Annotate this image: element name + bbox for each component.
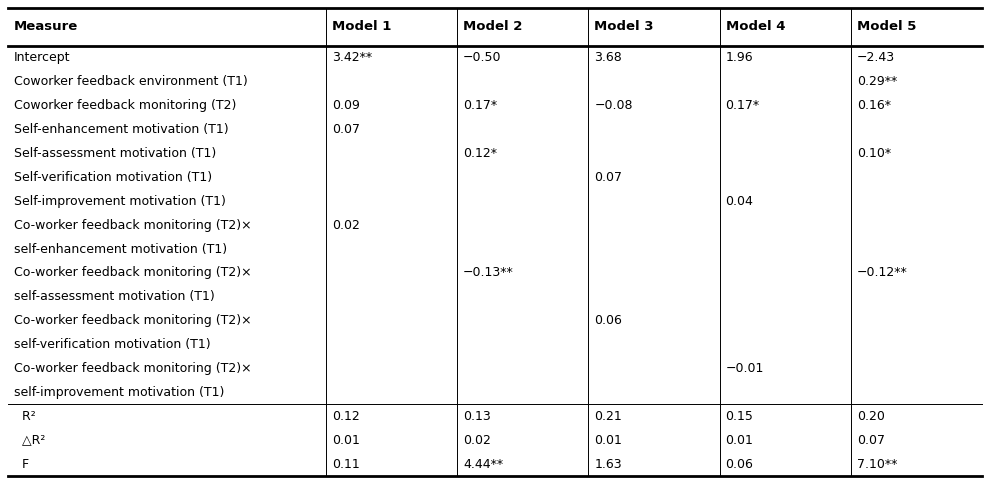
Text: Self-enhancement motivation (T1): Self-enhancement motivation (T1)	[14, 123, 229, 136]
Text: 0.10*: 0.10*	[856, 147, 891, 160]
Text: 0.16*: 0.16*	[856, 99, 891, 112]
Text: Co-worker feedback monitoring (T2)×: Co-worker feedback monitoring (T2)×	[14, 314, 251, 327]
Text: Model 3: Model 3	[594, 20, 653, 33]
Text: −0.50: −0.50	[463, 51, 502, 64]
Text: 0.29**: 0.29**	[856, 76, 897, 89]
Text: 0.21: 0.21	[594, 410, 622, 423]
Text: 1.96: 1.96	[726, 51, 753, 64]
Text: Model 4: Model 4	[726, 20, 785, 33]
Text: Self-improvement motivation (T1): Self-improvement motivation (T1)	[14, 195, 226, 208]
Text: 0.06: 0.06	[594, 314, 623, 327]
Text: Co-worker feedback monitoring (T2)×: Co-worker feedback monitoring (T2)×	[14, 267, 251, 279]
Text: 4.44**: 4.44**	[463, 457, 503, 470]
Text: 0.04: 0.04	[726, 195, 753, 208]
Text: R²: R²	[14, 410, 36, 423]
Text: Self-verification motivation (T1): Self-verification motivation (T1)	[14, 171, 212, 184]
Text: 0.11: 0.11	[332, 457, 359, 470]
Text: −2.43: −2.43	[856, 51, 895, 64]
Text: Intercept: Intercept	[14, 51, 70, 64]
Text: Model 2: Model 2	[463, 20, 523, 33]
Text: 0.17*: 0.17*	[463, 99, 497, 112]
Text: Model 1: Model 1	[332, 20, 391, 33]
Text: −0.08: −0.08	[594, 99, 633, 112]
Text: 7.10**: 7.10**	[856, 457, 897, 470]
Text: 0.01: 0.01	[332, 434, 359, 447]
Text: 0.02: 0.02	[463, 434, 491, 447]
Text: 0.17*: 0.17*	[726, 99, 759, 112]
Text: 0.06: 0.06	[726, 457, 753, 470]
Text: 1.63: 1.63	[594, 457, 622, 470]
Text: 0.20: 0.20	[856, 410, 885, 423]
Text: 0.13: 0.13	[463, 410, 491, 423]
Text: self-improvement motivation (T1): self-improvement motivation (T1)	[14, 386, 225, 399]
Text: Measure: Measure	[14, 20, 78, 33]
Text: 0.07: 0.07	[594, 171, 623, 184]
Text: −0.12**: −0.12**	[856, 267, 908, 279]
Text: −0.01: −0.01	[726, 362, 764, 375]
Text: 0.01: 0.01	[594, 434, 623, 447]
Text: Co-worker feedback monitoring (T2)×: Co-worker feedback monitoring (T2)×	[14, 362, 251, 375]
Text: self-verification motivation (T1): self-verification motivation (T1)	[14, 338, 211, 351]
Text: self-enhancement motivation (T1): self-enhancement motivation (T1)	[14, 242, 227, 256]
Text: 0.01: 0.01	[726, 434, 753, 447]
Text: Co-worker feedback monitoring (T2)×: Co-worker feedback monitoring (T2)×	[14, 219, 251, 232]
Text: Coworker feedback monitoring (T2): Coworker feedback monitoring (T2)	[14, 99, 237, 112]
Text: 0.12*: 0.12*	[463, 147, 497, 160]
Text: 0.12: 0.12	[332, 410, 359, 423]
Text: 0.07: 0.07	[856, 434, 885, 447]
Text: −0.13**: −0.13**	[463, 267, 514, 279]
Text: self-assessment motivation (T1): self-assessment motivation (T1)	[14, 290, 215, 303]
Text: 0.02: 0.02	[332, 219, 359, 232]
Text: Coworker feedback environment (T1): Coworker feedback environment (T1)	[14, 76, 248, 89]
Text: F: F	[14, 457, 29, 470]
Text: 0.15: 0.15	[726, 410, 753, 423]
Text: 3.42**: 3.42**	[332, 51, 372, 64]
Text: Self-assessment motivation (T1): Self-assessment motivation (T1)	[14, 147, 216, 160]
Text: 0.09: 0.09	[332, 99, 359, 112]
Text: 0.07: 0.07	[332, 123, 360, 136]
Text: Model 5: Model 5	[856, 20, 916, 33]
Text: 3.68: 3.68	[594, 51, 622, 64]
Text: △R²: △R²	[14, 434, 46, 447]
